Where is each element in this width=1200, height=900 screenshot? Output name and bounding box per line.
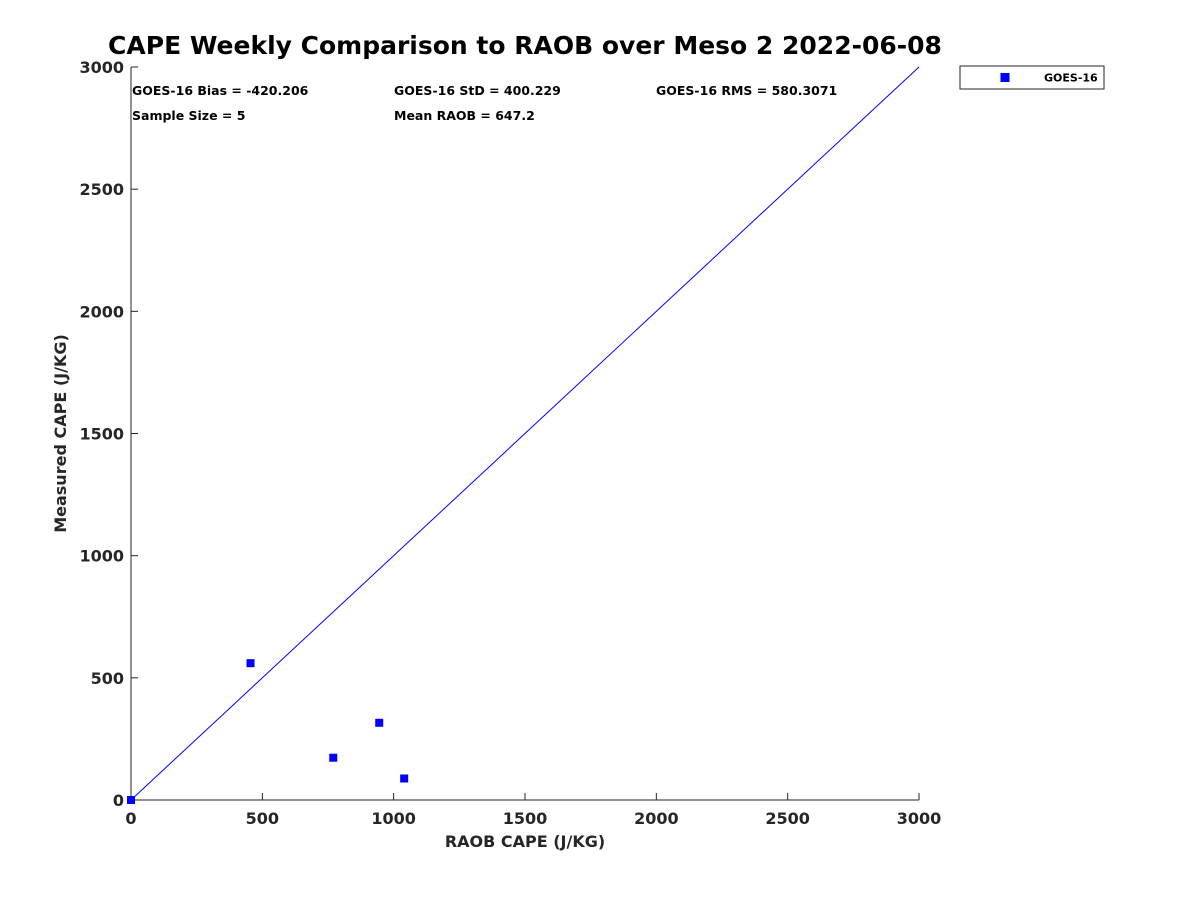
y-tick-label: 2500 [79,180,124,199]
legend-marker [1000,73,1010,82]
data-point [400,774,409,783]
x-tick-label: 2000 [634,809,679,828]
data-point [329,753,338,762]
chart-title: CAPE Weekly Comparison to RAOB over Meso… [108,31,942,60]
legend-box [959,65,1105,90]
data-point [375,718,384,727]
x-tick-label: 500 [246,809,279,828]
x-tick-label: 3000 [897,809,942,828]
y-tick-label: 1500 [79,425,124,444]
stat-sample-size: Sample Size = 5 [132,108,245,123]
data-points [127,659,409,804]
stat-mean-raob: Mean RAOB = 647.2 [394,108,535,123]
data-point [246,659,255,668]
stat-rms: GOES-16 RMS = 580.3071 [656,83,837,98]
y-tick-label: 0 [113,791,124,810]
y-tick-label: 3000 [79,58,124,77]
stat-bias: GOES-16 Bias = -420.206 [132,83,309,98]
y-axis-label: Measured CAPE (J/KG) [51,334,70,533]
x-tick-label: 2500 [765,809,810,828]
y-tick-label: 1000 [79,547,124,566]
legend: GOES-16 [959,65,1105,90]
legend-label: GOES-16 [1044,72,1098,85]
y-tick-label: 2000 [79,302,124,321]
y-tick-label: 500 [91,669,124,688]
x-tick-label: 1000 [371,809,416,828]
x-tick-label: 0 [125,809,136,828]
x-tick-label: 1500 [503,809,548,828]
data-point [127,796,135,804]
one-to-one-line [130,66,920,801]
plot-area [127,66,920,804]
stat-std: GOES-16 StD = 400.229 [394,83,561,98]
x-axis-label: RAOB CAPE (J/KG) [445,832,605,851]
